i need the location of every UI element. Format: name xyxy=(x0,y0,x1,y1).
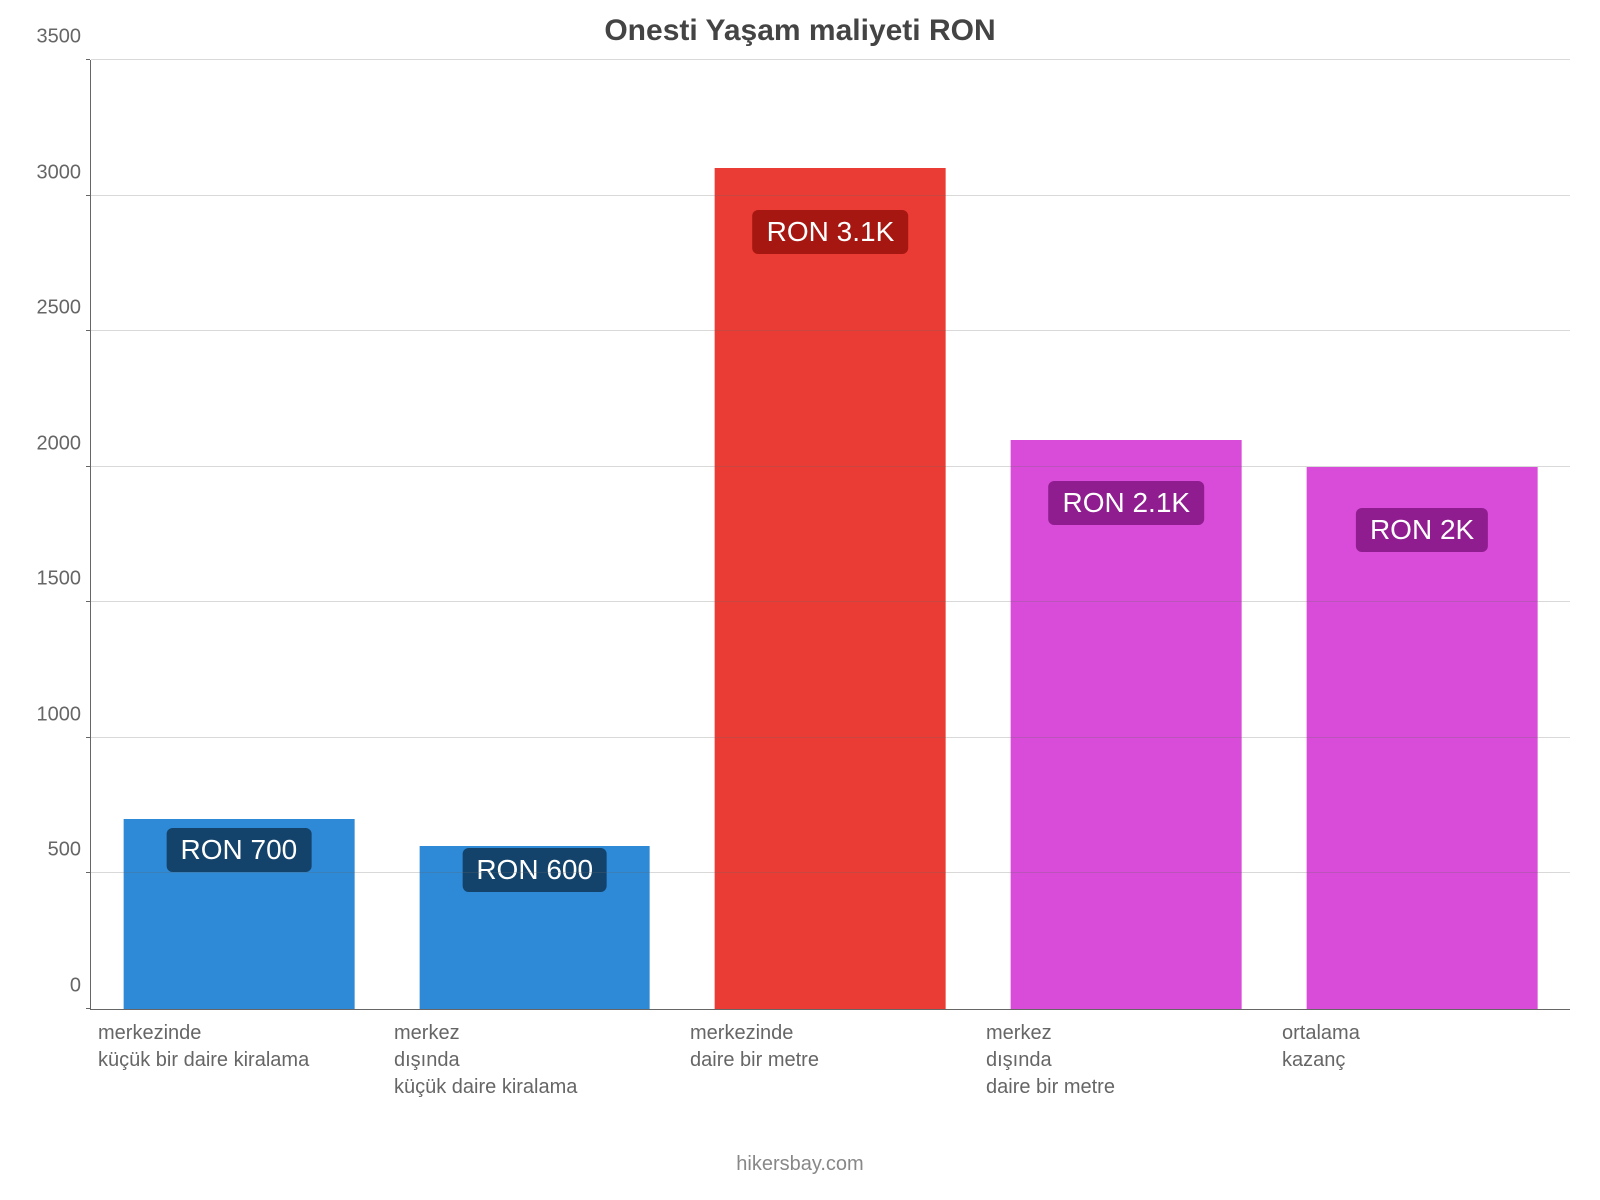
x-axis-label-line: merkez xyxy=(986,1020,1266,1047)
bar-slot: RON 700 xyxy=(91,60,387,1009)
x-axis-label-line: küçük bir daire kiralama xyxy=(98,1047,378,1074)
x-axis-label: merkezdışındaküçük daire kiralama xyxy=(386,1020,682,1101)
gridline xyxy=(91,872,1570,873)
x-axis-label-line: daire bir metre xyxy=(690,1047,970,1074)
gridline xyxy=(91,466,1570,467)
bar-slot: RON 2.1K xyxy=(978,60,1274,1009)
value-badge: RON 2K xyxy=(1356,508,1488,552)
y-tick xyxy=(86,1008,90,1009)
y-tick-label: 1000 xyxy=(37,703,92,726)
value-badge: RON 600 xyxy=(462,848,607,892)
bar-slot: RON 3.1K xyxy=(683,60,979,1009)
y-tick xyxy=(86,195,90,196)
value-badge: RON 700 xyxy=(167,828,312,872)
gridline xyxy=(91,737,1570,738)
y-tick xyxy=(86,872,90,873)
x-axis-labels: merkezindeküçük bir daire kiralamamerkez… xyxy=(90,1020,1570,1101)
y-tick-label: 500 xyxy=(48,839,91,862)
gridline xyxy=(91,330,1570,331)
y-tick xyxy=(86,59,90,60)
x-axis-label: ortalamakazanç xyxy=(1274,1020,1570,1101)
gridline xyxy=(91,59,1570,60)
chart-footer: hikersbay.com xyxy=(0,1153,1600,1176)
bar xyxy=(715,168,946,1009)
x-axis-label-line: dışında xyxy=(394,1047,674,1074)
chart-title: Onesti Yaşam maliyeti RON xyxy=(0,14,1600,48)
bar-slot: RON 600 xyxy=(387,60,683,1009)
value-badge: RON 2.1K xyxy=(1048,481,1204,525)
y-tick-label: 0 xyxy=(70,975,91,998)
chart-container: Onesti Yaşam maliyeti RON RON 700 RON 600… xyxy=(0,0,1600,1200)
y-tick xyxy=(86,466,90,467)
x-axis-label-line: ortalama xyxy=(1282,1020,1562,1047)
y-tick xyxy=(86,601,90,602)
plot-area: RON 700RON 600RON 3.1KRON 2.1KRON 2K 050… xyxy=(90,60,1570,1010)
bar xyxy=(1011,440,1242,1009)
y-tick-label: 1500 xyxy=(37,568,92,591)
x-axis-label-line: merkezinde xyxy=(690,1020,970,1047)
gridline xyxy=(91,195,1570,196)
x-axis-label-line: merkezinde xyxy=(98,1020,378,1047)
gridline xyxy=(91,601,1570,602)
y-tick xyxy=(86,737,90,738)
x-axis-label-line: merkez xyxy=(394,1020,674,1047)
x-axis-label-line: daire bir metre xyxy=(986,1074,1266,1101)
y-tick-label: 3000 xyxy=(37,161,92,184)
x-axis-label-line: kazanç xyxy=(1282,1047,1562,1074)
x-axis-label-line: dışında xyxy=(986,1047,1266,1074)
bars-layer: RON 700 RON 600 RON 3.1K RON 2.1K RON 2K xyxy=(91,60,1570,1009)
x-axis-label: merkezindeküçük bir daire kiralama xyxy=(90,1020,386,1101)
value-badge: RON 3.1K xyxy=(753,210,909,254)
y-tick-label: 2000 xyxy=(37,432,92,455)
bar-slot: RON 2K xyxy=(1274,60,1570,1009)
y-tick-label: 2500 xyxy=(37,297,92,320)
x-axis-label: merkezindedaire bir metre xyxy=(682,1020,978,1101)
y-tick xyxy=(86,330,90,331)
y-tick-label: 3500 xyxy=(37,26,92,49)
x-axis-label: merkezdışındadaire bir metre xyxy=(978,1020,1274,1101)
x-axis-label-line: küçük daire kiralama xyxy=(394,1074,674,1101)
